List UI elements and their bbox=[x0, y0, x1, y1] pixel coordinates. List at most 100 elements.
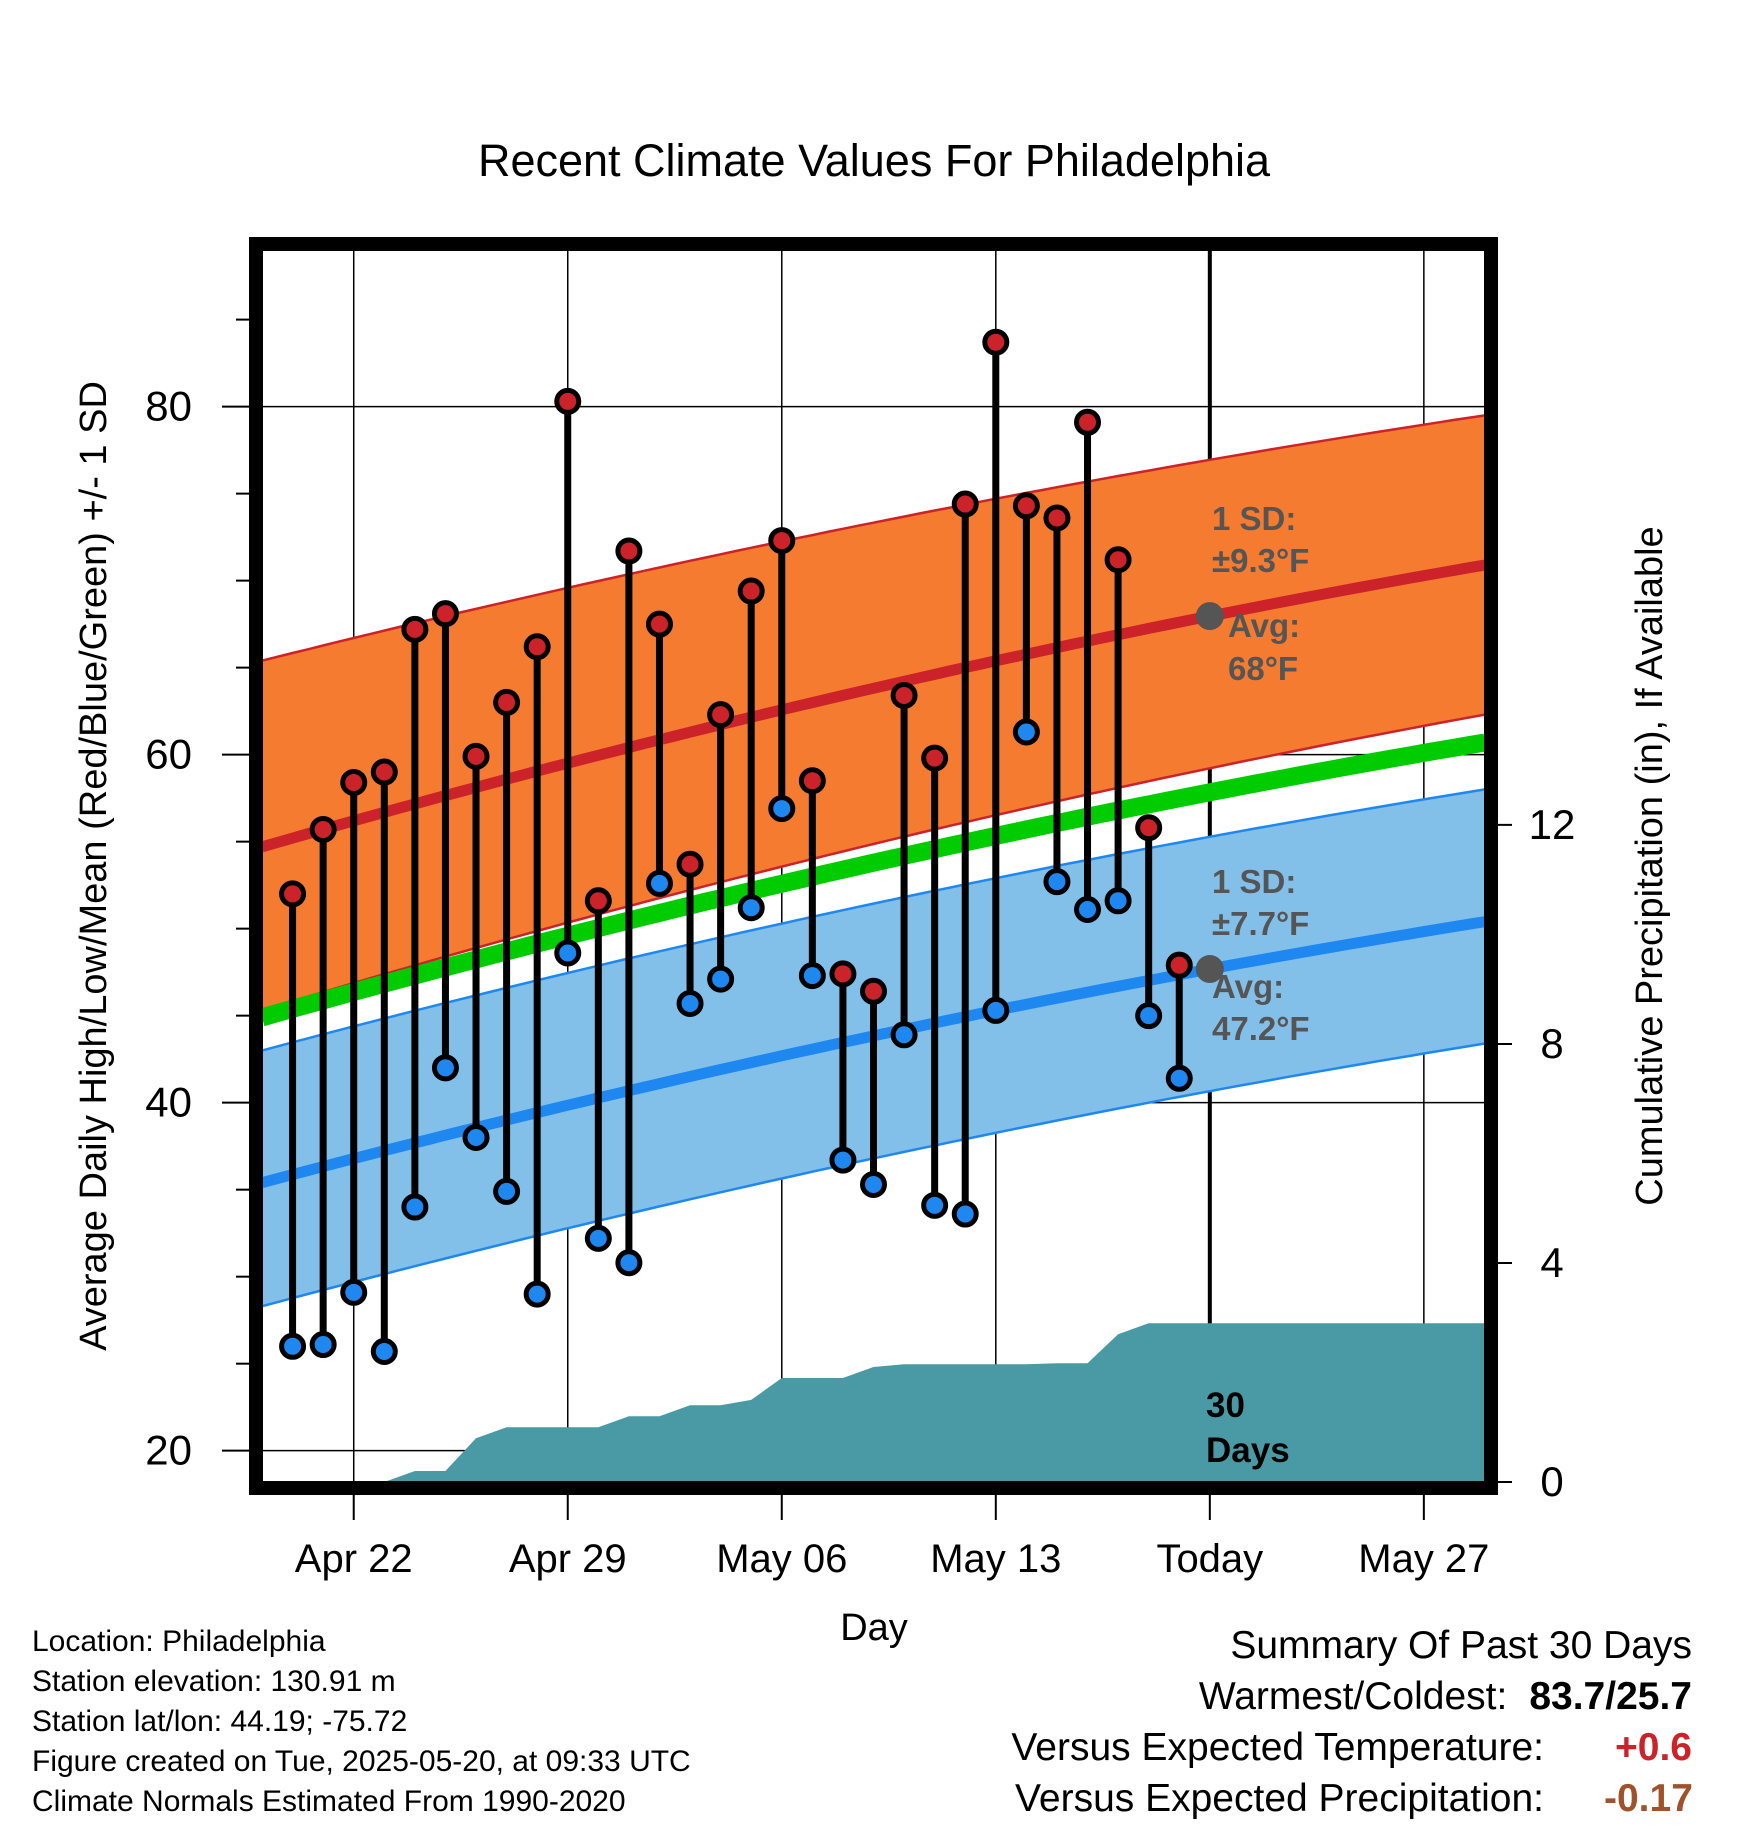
daily-low-point bbox=[1104, 887, 1132, 915]
low-avg-label: Avg: bbox=[1212, 968, 1284, 1005]
daily-low-point bbox=[1043, 868, 1071, 896]
summary-temp-row: Versus Expected Temperature: +0.6 bbox=[1011, 1722, 1692, 1773]
daily-low-point bbox=[1074, 896, 1102, 924]
y2-tick-label: 8 bbox=[1540, 1020, 1563, 1067]
high-avg-today-marker bbox=[1195, 602, 1224, 631]
summary-panel: Summary Of Past 30 Days Warmest/Coldest:… bbox=[1011, 1620, 1692, 1824]
daily-low-point bbox=[982, 996, 1010, 1024]
precip-deviation-label: Versus Expected Precipitation: bbox=[1015, 1777, 1544, 1820]
summary-title: Summary Of Past 30 Days bbox=[1230, 1624, 1692, 1667]
daily-high-point bbox=[1165, 951, 1193, 979]
daily-low-point bbox=[1135, 1002, 1163, 1030]
daily-low-point bbox=[584, 1224, 612, 1252]
x-tick-label: Apr 29 bbox=[509, 1537, 627, 1581]
daily-low-point bbox=[645, 869, 673, 897]
daily-high-point bbox=[493, 688, 521, 716]
daily-high-point bbox=[309, 815, 337, 843]
daily-high-point bbox=[1074, 408, 1102, 436]
daily-low-point bbox=[370, 1337, 398, 1365]
daily-high-point bbox=[645, 610, 673, 638]
daily-high-point bbox=[615, 537, 643, 565]
daily-high-point bbox=[279, 880, 307, 908]
station-latlon: Station lat/lon: 44.19; -75.72 bbox=[32, 1705, 408, 1738]
warm-cold-value: 83.7/25.7 bbox=[1529, 1675, 1692, 1718]
daily-low-point bbox=[798, 962, 826, 990]
figure-created: Figure created on Tue, 2025-05-20, at 09… bbox=[32, 1745, 691, 1778]
y2-tick-label: 4 bbox=[1540, 1239, 1563, 1286]
low-sd-value: ±7.7°F bbox=[1212, 905, 1309, 942]
chart-title: Recent Climate Values For Philadelphia bbox=[478, 135, 1271, 186]
x-tick-label: May 13 bbox=[930, 1537, 1061, 1581]
x-tick-label: Today bbox=[1156, 1537, 1263, 1581]
normals-period: Climate Normals Estimated From 1990-2020 bbox=[32, 1785, 626, 1818]
high-avg-label: Avg: bbox=[1228, 607, 1300, 644]
station-location: Location: Philadelphia bbox=[32, 1625, 326, 1658]
daily-low-point bbox=[921, 1191, 949, 1219]
observation-markers bbox=[279, 328, 1193, 1365]
y2-axis-label: Cumulative Precipitation (in), If Availa… bbox=[1629, 526, 1671, 1205]
daily-low-point bbox=[768, 795, 796, 823]
low-avg-today-marker bbox=[1195, 955, 1224, 984]
daily-low-point bbox=[340, 1278, 368, 1306]
daily-high-point bbox=[431, 600, 459, 628]
daily-high-point bbox=[523, 633, 551, 661]
daily-low-point bbox=[737, 894, 765, 922]
summary-precip-row: Versus Expected Precipitation: -0.17 bbox=[1011, 1773, 1693, 1824]
daily-low-point bbox=[523, 1280, 551, 1308]
daily-low-point bbox=[676, 989, 704, 1017]
daily-low-point bbox=[309, 1331, 337, 1359]
daily-high-point bbox=[829, 960, 857, 988]
high-sd-value: ±9.3°F bbox=[1212, 542, 1309, 579]
high-sd-label: 1 SD: bbox=[1212, 500, 1296, 537]
x-axis-label: Day bbox=[840, 1607, 908, 1649]
high-sd-band-lower-edge bbox=[262, 713, 1485, 1012]
daily-low-point bbox=[279, 1332, 307, 1360]
daily-high-point bbox=[1012, 492, 1040, 520]
daily-low-point bbox=[860, 1170, 887, 1198]
daily-high-point bbox=[890, 681, 918, 709]
precipitation-area bbox=[262, 1323, 1485, 1482]
daily-high-point bbox=[370, 758, 398, 786]
y-tick-label: 60 bbox=[145, 731, 192, 778]
y-tick-label: 80 bbox=[145, 383, 192, 430]
daily-low-point bbox=[615, 1249, 643, 1277]
temp-deviation-value: +0.6 bbox=[1615, 1726, 1692, 1769]
y-axis-label: Average Daily High/Low/Mean (Red/Blue/Gr… bbox=[73, 381, 115, 1351]
daily-high-point bbox=[860, 977, 887, 1005]
daily-high-point bbox=[401, 615, 429, 643]
high-sd-band-upper-edge bbox=[262, 414, 1485, 662]
high-normal-line bbox=[262, 559, 1485, 853]
daily-high-point bbox=[707, 701, 735, 729]
low-sd-label: 1 SD: bbox=[1212, 863, 1296, 900]
x-tick-label: May 27 bbox=[1358, 1537, 1489, 1581]
precip-deviation-value: -0.17 bbox=[1604, 1777, 1693, 1820]
mean-normal-line bbox=[262, 733, 1485, 1027]
axes: 20 40 60 80 0 4 8 12 Apr 22 Apr 29 May 06 May 13 Tod… bbox=[145, 237, 1576, 1581]
daily-high-point bbox=[1043, 504, 1071, 532]
daily-high-point bbox=[737, 577, 765, 605]
daily-high-point bbox=[462, 742, 490, 770]
daily-high-point bbox=[1135, 814, 1163, 842]
y2-tick-label: 0 bbox=[1540, 1458, 1563, 1505]
daily-low-point bbox=[493, 1177, 521, 1205]
annotations: 1 SD: ±9.3°F Avg: 68°F 1 SD: ±7.7°F Avg:… bbox=[1195, 500, 1310, 1470]
daily-low-point bbox=[707, 965, 735, 993]
daily-high-point bbox=[951, 490, 979, 518]
station-elevation: Station elevation: 130.91 m bbox=[32, 1665, 396, 1698]
x-tick-label: May 06 bbox=[716, 1537, 847, 1581]
temp-deviation-label: Versus Expected Temperature: bbox=[1011, 1726, 1544, 1769]
daily-high-point bbox=[340, 768, 368, 796]
daily-low-point bbox=[829, 1146, 857, 1174]
high-avg-value: 68°F bbox=[1228, 650, 1298, 687]
daily-high-point bbox=[554, 387, 582, 415]
window-days-unit: Days bbox=[1206, 1431, 1290, 1470]
y-tick-label: 40 bbox=[145, 1079, 192, 1126]
plot-frame bbox=[249, 237, 1498, 1495]
summary-warm-cold-row: Warmest/Coldest: 83.7/25.7 bbox=[1011, 1671, 1692, 1722]
station-info: Location: Philadelphia Station elevation… bbox=[32, 1622, 691, 1822]
daily-high-point bbox=[584, 887, 612, 915]
y2-tick-label: 12 bbox=[1529, 801, 1576, 848]
daily-high-point bbox=[1104, 546, 1132, 574]
daily-low-point bbox=[431, 1054, 459, 1082]
